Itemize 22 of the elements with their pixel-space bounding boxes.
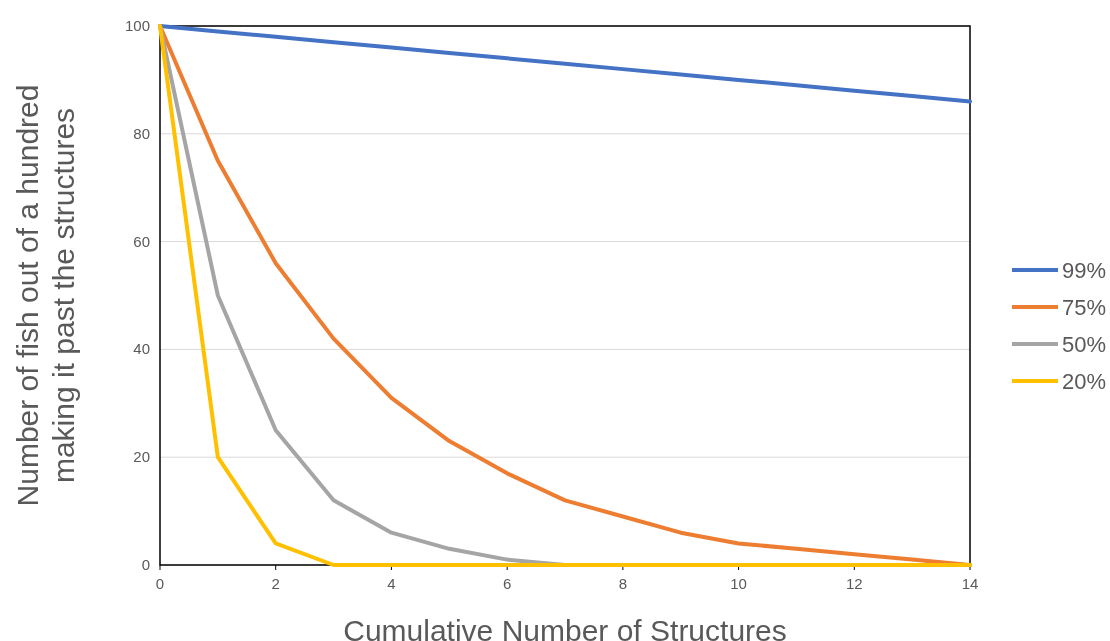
x-axis-title: Cumulative Number of Structures: [343, 614, 787, 641]
line-series: [158, 24, 972, 104]
line-series: [158, 24, 972, 567]
x-tick-label: 4: [387, 575, 396, 592]
x-tick-label: 8: [618, 575, 628, 592]
y-tick-label: 20: [133, 448, 150, 466]
y-tick-label: 0: [141, 556, 150, 573]
x-tick-label: 6: [502, 575, 512, 592]
y-tick-label: 80: [133, 124, 150, 142]
y-tick-label: 100: [124, 17, 150, 34]
legend-label: 20%: [1062, 369, 1107, 394]
x-tick-label: 14: [961, 575, 979, 592]
legend-label: 50%: [1062, 332, 1107, 357]
y-tick-label: 60: [133, 232, 150, 250]
x-tick-label: 2: [271, 575, 280, 592]
legend-label: 99%: [1062, 258, 1107, 283]
y-axis-title: Number of fish out of a hundred making it past the structures: [11, 84, 80, 507]
y-tick-label: 40: [133, 340, 150, 358]
x-tick-label: 0: [155, 575, 165, 592]
x-tick-label: 10: [730, 575, 747, 592]
x-tick-label: 12: [845, 575, 863, 592]
legend-label: 75%: [1062, 295, 1107, 320]
